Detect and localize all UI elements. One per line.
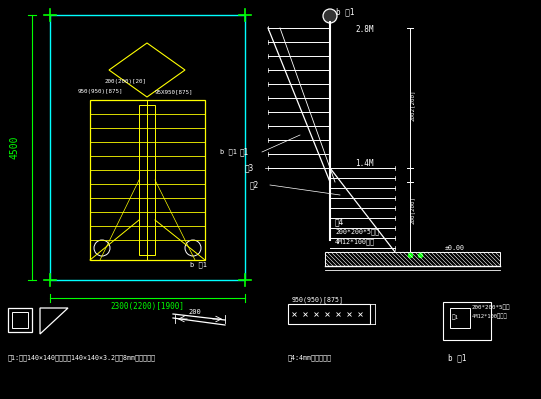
Bar xyxy=(90,100,205,260)
Text: 4500: 4500 xyxy=(9,135,19,159)
Text: 200*200*5著板: 200*200*5著板 xyxy=(472,304,511,310)
Bar xyxy=(443,302,491,340)
Text: 200(200)[20]: 200(200)[20] xyxy=(105,79,147,85)
Text: 200[200]: 200[200] xyxy=(410,196,414,224)
Text: 件2: 件2 xyxy=(250,180,259,190)
Bar xyxy=(325,252,500,266)
Text: 件3: 件3 xyxy=(245,164,254,172)
Text: 4M12*100螺螺栓: 4M12*100螺螺栓 xyxy=(472,313,508,319)
Text: 950(950)[875]: 950(950)[875] xyxy=(292,296,344,303)
Text: b 点1: b 点1 xyxy=(220,149,237,155)
Text: 件1: 件1 xyxy=(240,148,249,156)
Text: 2300(2200)[1900]: 2300(2200)[1900] xyxy=(110,302,184,310)
Bar xyxy=(139,105,155,255)
Text: b 点1: b 点1 xyxy=(336,8,354,16)
Text: 4M12*100螺栓: 4M12*100螺栓 xyxy=(335,239,375,245)
Text: ±0.00: ±0.00 xyxy=(445,245,465,251)
Bar xyxy=(50,15,245,280)
Text: 200*200*5著板: 200*200*5著板 xyxy=(335,229,379,235)
Text: 200: 200 xyxy=(189,309,201,315)
Text: 95X950[875]: 95X950[875] xyxy=(155,89,194,95)
Text: 件4:4mm厚著板制作: 件4:4mm厚著板制作 xyxy=(288,355,332,361)
Text: 2002[200]: 2002[200] xyxy=(410,89,414,121)
Bar xyxy=(450,308,470,328)
Bar xyxy=(8,308,32,332)
Text: 2.8M: 2.8M xyxy=(355,26,373,34)
Text: 1.4M: 1.4M xyxy=(355,158,373,168)
Text: 950(950)[875]: 950(950)[875] xyxy=(78,89,123,95)
Bar xyxy=(288,304,370,324)
Text: b 点1: b 点1 xyxy=(190,262,207,268)
Bar xyxy=(12,312,28,328)
Text: 件1:方管140×140粒定苏管140×140×3.2俯板8mm厚著板制作: 件1:方管140×140粒定苏管140×140×3.2俯板8mm厚著板制作 xyxy=(8,355,156,361)
Text: b 点1: b 点1 xyxy=(448,354,466,363)
Text: 件1: 件1 xyxy=(452,314,459,320)
Text: 件4: 件4 xyxy=(335,217,344,227)
Circle shape xyxy=(323,9,337,23)
